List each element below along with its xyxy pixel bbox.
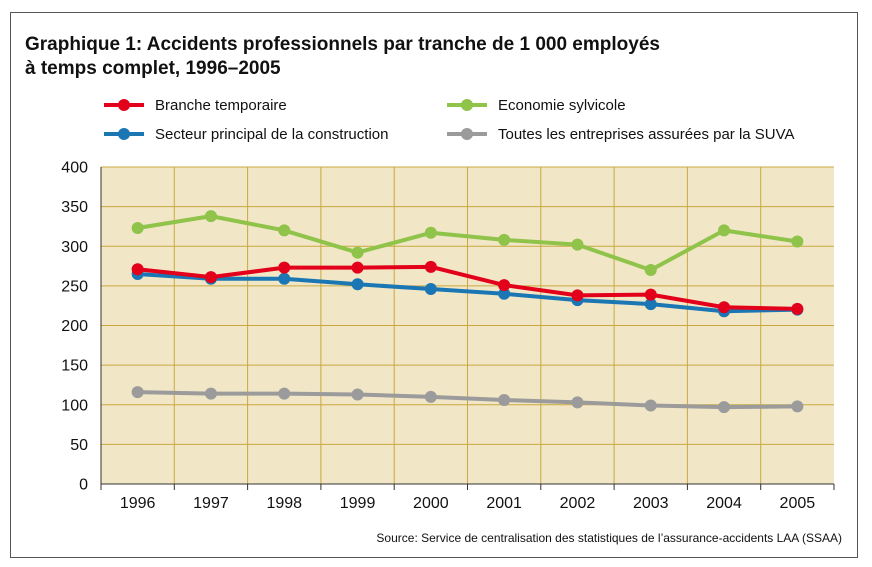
y-tick-label: 100 bbox=[61, 397, 88, 414]
data-point-economie-sylvicole bbox=[718, 224, 731, 237]
data-point-branche-temporaire bbox=[791, 302, 804, 315]
data-point-branche-temporaire bbox=[718, 301, 731, 314]
legend-item-economie-sylvicole: Economie sylvicole bbox=[447, 95, 626, 115]
legend-item-toutes-entreprises: Toutes les entreprises assurées par la S… bbox=[447, 124, 795, 144]
data-point-branche-temporaire bbox=[644, 288, 657, 301]
data-point-toutes-les-entreprises-assurees-par-la-suva bbox=[424, 390, 437, 403]
legend-label: Secteur principal de la construction bbox=[155, 125, 389, 143]
data-point-secteur-principal-de-la-construction bbox=[278, 272, 291, 285]
data-point-branche-temporaire bbox=[278, 261, 291, 274]
legend-item-branche-temporaire: Branche temporaire bbox=[104, 95, 287, 115]
x-tick-label: 2002 bbox=[560, 495, 596, 512]
legend-swatch bbox=[447, 95, 487, 115]
x-tick-label: 2004 bbox=[706, 495, 742, 512]
y-tick-label: 300 bbox=[61, 239, 88, 256]
x-tick-label: 2005 bbox=[780, 495, 816, 512]
y-tick-label: 0 bbox=[79, 477, 88, 494]
data-point-toutes-les-entreprises-assurees-par-la-suva bbox=[498, 393, 511, 406]
source-note: Source: Service de centralisation des st… bbox=[376, 531, 842, 545]
x-tick-label: 2000 bbox=[413, 495, 449, 512]
data-point-branche-temporaire bbox=[571, 289, 584, 302]
y-tick-label: 350 bbox=[61, 199, 88, 216]
legend-swatch bbox=[447, 124, 487, 144]
data-point-secteur-principal-de-la-construction bbox=[498, 287, 511, 300]
legend-label: Toutes les entreprises assurées par la S… bbox=[498, 125, 795, 143]
legend-swatch bbox=[104, 124, 144, 144]
y-tick-label: 250 bbox=[61, 278, 88, 295]
x-tick-label: 2003 bbox=[633, 495, 669, 512]
series-line-secteur-principal-de-la-construction bbox=[135, 271, 800, 314]
data-point-branche-temporaire bbox=[204, 271, 217, 284]
x-tick-label: 1996 bbox=[120, 495, 156, 512]
data-point-toutes-les-entreprises-assurees-par-la-suva bbox=[278, 387, 291, 400]
legend-swatch bbox=[104, 95, 144, 115]
data-point-branche-temporaire bbox=[131, 263, 144, 276]
data-point-toutes-les-entreprises-assurees-par-la-suva bbox=[644, 399, 657, 412]
data-point-economie-sylvicole bbox=[644, 264, 657, 277]
data-point-toutes-les-entreprises-assurees-par-la-suva bbox=[791, 400, 804, 413]
data-point-branche-temporaire bbox=[424, 260, 437, 273]
data-point-economie-sylvicole bbox=[571, 238, 584, 251]
data-point-branche-temporaire bbox=[498, 279, 511, 292]
data-point-economie-sylvicole bbox=[424, 226, 437, 239]
y-tick-label: 200 bbox=[61, 318, 88, 335]
legend-item-secteur-construction: Secteur principal de la construction bbox=[104, 124, 388, 144]
data-point-economie-sylvicole bbox=[791, 235, 804, 248]
x-tick-label: 2001 bbox=[486, 495, 522, 512]
y-tick-label: 150 bbox=[61, 358, 88, 375]
data-point-economie-sylvicole bbox=[204, 210, 217, 223]
x-tick-label: 1999 bbox=[340, 495, 376, 512]
y-tick-label: 400 bbox=[61, 160, 88, 177]
data-point-economie-sylvicole bbox=[278, 224, 291, 237]
series-line-branche-temporaire bbox=[135, 264, 800, 311]
data-point-toutes-les-entreprises-assurees-par-la-suva bbox=[131, 386, 144, 399]
legend-label: Economie sylvicole bbox=[498, 96, 626, 114]
data-point-secteur-principal-de-la-construction bbox=[644, 298, 657, 311]
chart-title: Graphique 1: Accidents professionnels pa… bbox=[25, 33, 660, 81]
series-line-economie-sylvicole bbox=[135, 214, 800, 273]
data-point-secteur-principal-de-la-construction bbox=[351, 278, 364, 291]
x-tick-label: 1998 bbox=[266, 495, 302, 512]
data-point-toutes-les-entreprises-assurees-par-la-suva bbox=[718, 401, 731, 414]
data-point-toutes-les-entreprises-assurees-par-la-suva bbox=[571, 396, 584, 409]
series-line-toutes-les-entreprises-assurees-par-la-suva bbox=[135, 390, 800, 410]
y-tick-label: 50 bbox=[70, 437, 88, 454]
data-point-economie-sylvicole bbox=[351, 246, 364, 259]
data-point-toutes-les-entreprises-assurees-par-la-suva bbox=[204, 387, 217, 400]
data-point-branche-temporaire bbox=[351, 261, 364, 274]
data-point-secteur-principal-de-la-construction bbox=[424, 283, 437, 296]
data-point-economie-sylvicole bbox=[131, 222, 144, 235]
x-tick-label: 1997 bbox=[193, 495, 229, 512]
chart-title-line-1: Graphique 1: Accidents professionnels pa… bbox=[25, 34, 660, 55]
chart-title-line-2: à temps complet, 1996–2005 bbox=[25, 58, 281, 79]
data-point-economie-sylvicole bbox=[498, 233, 511, 246]
data-point-toutes-les-entreprises-assurees-par-la-suva bbox=[351, 388, 364, 401]
legend-label: Branche temporaire bbox=[155, 96, 287, 114]
